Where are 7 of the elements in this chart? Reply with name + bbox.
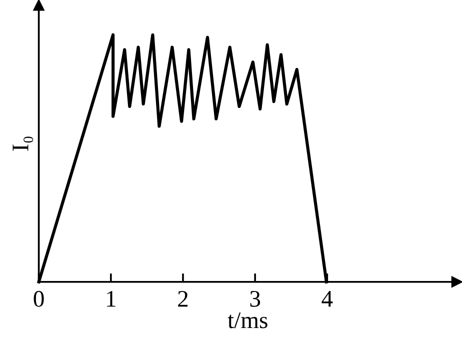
y-axis-title: I₀ xyxy=(12,136,34,151)
x-axis-title: t/ms xyxy=(228,312,268,328)
x-tick-label: 2 xyxy=(178,290,188,307)
x-tick-label: 4 xyxy=(322,291,333,307)
x-tick-label: 3 xyxy=(250,290,260,307)
x-tick-label: 1 xyxy=(107,291,116,307)
x-tick-label: 0 xyxy=(34,290,44,307)
